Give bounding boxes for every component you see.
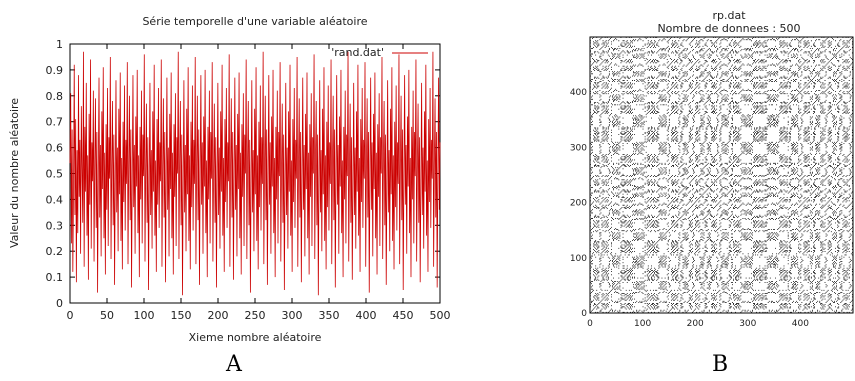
chart-b-frame xyxy=(589,36,854,314)
y-tick-label: 0.6 xyxy=(46,142,64,155)
b-x-tick-label: 300 xyxy=(739,319,756,329)
b-y-tick-label: 300 xyxy=(570,143,587,153)
x-tick-label: 450 xyxy=(393,309,414,322)
b-x-tick-label: 0 xyxy=(587,319,593,329)
y-tick-label: 0.1 xyxy=(46,271,64,284)
chart-b-subtitle: Nombre de donnees : 500 xyxy=(657,22,800,35)
y-tick-label: 0.2 xyxy=(46,245,64,258)
series-line-rand-dat xyxy=(69,51,441,296)
chart-a-title: Série temporelle d'une variable aléatoir… xyxy=(142,15,367,28)
y-tick-label: 0 xyxy=(56,297,63,310)
b-y-tick-label: 0 xyxy=(581,309,587,319)
b-x-tick-label: 400 xyxy=(792,319,809,329)
b-y-tick-label: 200 xyxy=(570,199,587,209)
b-y-tick-label: 400 xyxy=(570,88,587,98)
panel-b: rp.dat Nombre de donnees : 500 0 100 200 30… xyxy=(560,0,855,381)
x-tick-label: 150 xyxy=(171,309,192,322)
chart-b-cells xyxy=(590,37,853,313)
chart-a-legend-label: 'rand.dat' xyxy=(331,46,384,59)
panel-a: Série temporelle d'une variable aléatoir… xyxy=(8,15,451,344)
recurrence-plot-chart: rp.dat Nombre de donnees : 500 0 100 200 30… xyxy=(570,9,854,329)
x-tick-label: 200 xyxy=(208,309,229,322)
x-tick-label: 0 xyxy=(67,309,74,322)
x-tick-label: 100 xyxy=(134,309,155,322)
chart-a-series xyxy=(69,51,441,296)
recurrence-points xyxy=(590,37,853,313)
x-tick-label: 350 xyxy=(319,309,340,322)
chart-a-xlabel: Xieme nombre aléatoire xyxy=(189,331,322,344)
chart-a-legend: 'rand.dat' xyxy=(331,46,428,59)
b-x-tick-label: 200 xyxy=(687,319,704,329)
x-tick-label: 50 xyxy=(100,309,114,322)
b-x-tick-label: 100 xyxy=(634,319,651,329)
x-tick-label: 250 xyxy=(245,309,266,322)
figure-label-a: A xyxy=(226,352,242,377)
y-tick-label: 0.9 xyxy=(46,64,64,77)
y-tick-label: 0.4 xyxy=(46,193,64,206)
figure-label-b: B xyxy=(712,352,729,377)
y-tick-label: 0.3 xyxy=(46,219,64,232)
x-tick-label: 400 xyxy=(356,309,377,322)
y-tick-label: 0.7 xyxy=(46,116,64,129)
y-tick-label: 0.5 xyxy=(46,168,64,181)
x-tick-label: 500 xyxy=(430,309,451,322)
y-tick-label: 1 xyxy=(56,38,63,51)
time-series-chart: Série temporelle d'une variable aléatoir… xyxy=(8,15,451,344)
x-tick-label: 300 xyxy=(282,309,303,322)
b-y-tick-label: 100 xyxy=(570,254,587,264)
chart-a-ylabel: Valeur du nombre aléatoire xyxy=(8,98,21,248)
chart-b-ticks: 0 100 200 300 400 0 100 200 300 400 xyxy=(570,88,809,329)
y-tick-label: 0.8 xyxy=(46,90,64,103)
chart-b-title: rp.dat xyxy=(712,9,746,22)
chart-a-ticks: 0 50 100 150 200 250 300 350 400 450 500 0 0.1 0.2 0.3… xyxy=(46,38,451,322)
